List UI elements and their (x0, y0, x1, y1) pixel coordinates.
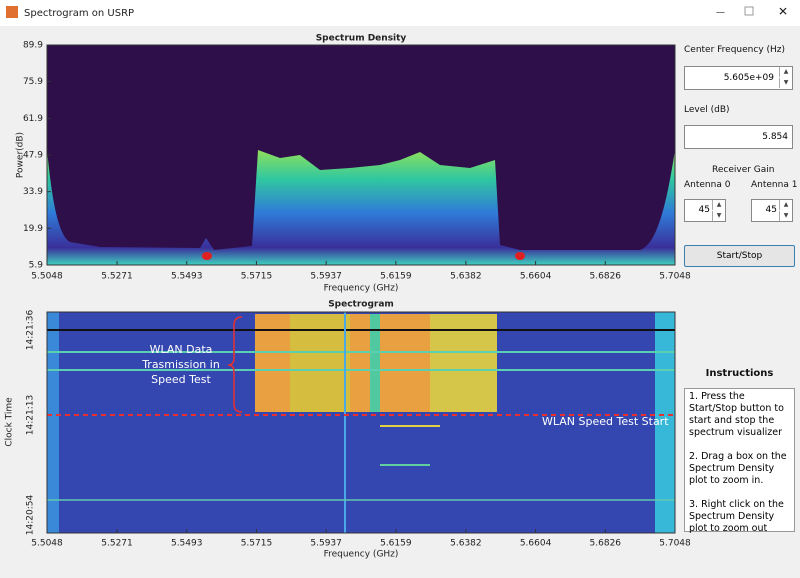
x-tick-label: 5.5715 (241, 272, 273, 282)
label: Antenna 0 (684, 180, 731, 190)
y-tick-label: 5.9 (29, 261, 44, 271)
y-tick-label: 14:21:13 (26, 395, 36, 435)
value: 45 (698, 205, 710, 215)
wlan-activity (370, 314, 380, 412)
maximize[interactable] (744, 6, 754, 16)
level-input[interactable]: 5.854 (684, 125, 793, 149)
antenna1-spinner[interactable]: 45 ▲ ▼ (751, 199, 793, 222)
instruction: 3. Right click on the Spectrum Density p… (689, 499, 784, 534)
spectrogram-xlabel: Frequency (GHz) (324, 550, 399, 560)
app-icon (6, 6, 18, 18)
close[interactable]: ✕ (778, 5, 788, 19)
density-xlabel: Frequency (GHz) (324, 284, 399, 294)
label: Receiver Gain (712, 165, 775, 175)
instruction: 1. Press the Start/Stop button to start … (689, 391, 784, 438)
label: Center Frequency (Hz) (684, 45, 786, 55)
x-tick-label: 5.5271 (101, 539, 133, 549)
value: 45 (765, 205, 777, 215)
x-tick-label: 5.6826 (590, 272, 622, 282)
x-tick-label: 5.5271 (101, 272, 133, 282)
label: Level (dB) (684, 105, 730, 115)
peak (515, 252, 525, 260)
y-tick-label: 33.9 (23, 187, 43, 197)
x-tick-label: 5.6159 (380, 539, 412, 549)
center-frequency-input[interactable]: 5.605e+09 ▲ ▼ (684, 66, 793, 90)
y-tick-label: 14:20:54 (26, 495, 36, 536)
spectrogram-title: Spectrogram (328, 300, 394, 310)
x-tick-label: 5.7048 (659, 272, 691, 282)
density-title: Spectrum Density (316, 34, 407, 44)
instruction: 2. Drag a box on the Spectrum Density pl… (689, 451, 787, 486)
start-stop-button[interactable]: Start/Stop (684, 245, 795, 267)
brace (227, 316, 243, 413)
wlan-activity (430, 314, 497, 412)
x-tick-label: 5.5715 (241, 539, 273, 549)
x-tick-label: 5.6826 (590, 539, 622, 549)
x-tick-label: 5.6159 (380, 272, 412, 282)
y-tick-label: 14:21:36 (26, 310, 36, 351)
annotation: Trasmission in (141, 358, 220, 371)
x-tick-label: 5.6382 (450, 272, 482, 282)
density-ylabel: Power(dB) (16, 132, 26, 178)
instructions-title: Instructions (705, 368, 774, 379)
x-tick-label: 5.5937 (310, 272, 342, 282)
window-title: Spectrogram on USRP (24, 8, 134, 19)
value: 5.605e+09 (723, 73, 774, 83)
instructions-box: 1. Press the Start/Stop button to start … (684, 388, 795, 534)
band (47, 312, 59, 533)
annotation: Speed Test (151, 373, 211, 386)
antenna0-spinner[interactable]: 45 ▲ ▼ (684, 199, 726, 222)
x-tick-label: 5.6382 (450, 539, 482, 549)
x-tick-label: 5.5493 (171, 272, 203, 282)
title-bar (0, 0, 800, 26)
annotation: WLAN Speed Test Start (542, 415, 669, 428)
y-tick-label: 61.9 (23, 114, 43, 124)
peak (202, 252, 212, 260)
spectrum-envelope (47, 150, 675, 265)
y-tick-label: 19.9 (23, 224, 43, 234)
spectrogram-frame (46, 311, 676, 534)
y-tick-label: 89.9 (23, 41, 43, 51)
label: Antenna 1 (751, 180, 798, 190)
wlan-activity (290, 314, 350, 412)
x-tick-label: 5.6604 (520, 272, 552, 282)
x-tick-label: 5.6604 (520, 539, 552, 549)
band (655, 312, 675, 533)
x-tick-label: 5.5048 (31, 272, 63, 282)
annotation: WLAN Data (150, 343, 213, 356)
y-tick-label: 75.9 (23, 77, 43, 87)
x-tick-label: 5.5048 (31, 539, 63, 549)
minimize[interactable]: — (716, 8, 725, 18)
x-tick-label: 5.5937 (310, 539, 342, 549)
y-tick-label: 47.9 (23, 151, 43, 161)
x-tick-label: 5.7048 (659, 539, 691, 549)
x-tick-label: 5.5493 (171, 539, 203, 549)
spectrogram-ylabel: Clock Time (5, 397, 15, 447)
